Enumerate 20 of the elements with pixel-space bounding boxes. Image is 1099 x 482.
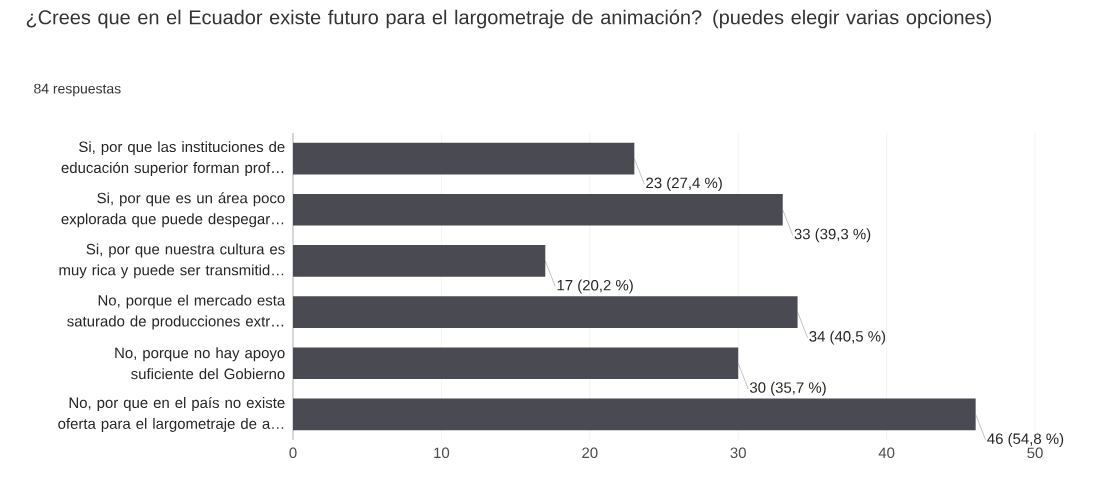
y-tick-label: No, porque no hay apoyo suficiente del Gobierno — [115, 347, 285, 380]
y-tick-label: Si, por que es un área poco explorada que puede despegar… — [61, 192, 285, 228]
chart-title: ¿Crees que en el Ecuador existe futuro para el largometraje de animación? (puedes elegir varias opciones) — [26, 9, 991, 29]
data-label: 46 (54,8 %) — [987, 433, 1064, 447]
y-tick-label: Si, por que las instituciones de educación superior forman prof… — [61, 141, 285, 176]
x-tick-label: 50 — [1027, 447, 1043, 459]
data-label: 17 (20,2 %) — [557, 279, 633, 294]
y-tick-label: Si, por que nuestra cultura es muy rica y puede ser transmitid… — [59, 243, 285, 279]
data-label: 30 (35,7 %) — [749, 381, 826, 396]
x-tick-label: 30 — [730, 447, 746, 459]
data-label: 34 (40,5 %) — [809, 330, 886, 345]
x-tick-label: 0 — [289, 447, 297, 459]
x-tick-label: 40 — [878, 447, 895, 459]
data-label: 33 (39,3 %) — [794, 228, 871, 243]
y-tick-label: No, por que en el país no existe oferta para el largometraje de a… — [58, 396, 285, 432]
text: 84 respuestas — [34, 83, 121, 97]
data-label: 23 (27,4 %) — [646, 177, 722, 192]
y-tick-label: No, porque el mercado esta saturado de producciones extr… — [67, 294, 286, 330]
x-tick-label: 20 — [582, 447, 598, 459]
x-tick-label: 10 — [434, 447, 450, 459]
